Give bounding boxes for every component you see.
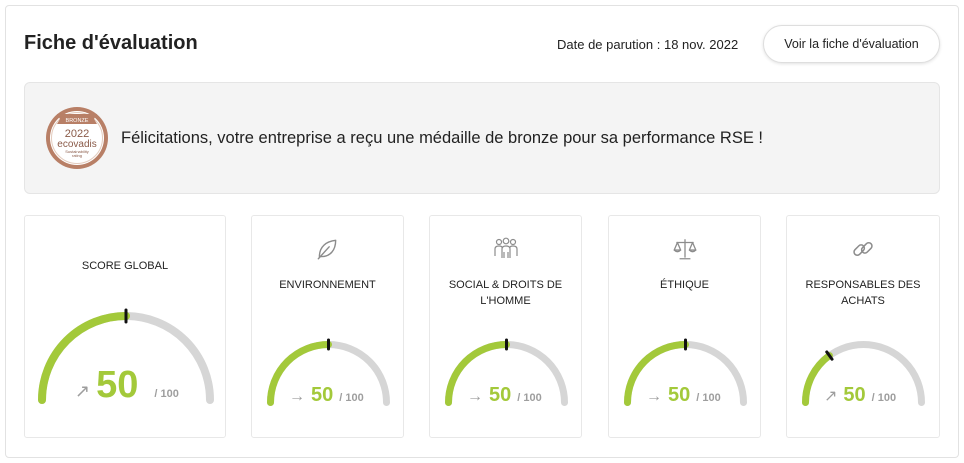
score-row: ↗ 50 / 100 [824,384,896,407]
people-icon [494,237,518,258]
score-card-label-line-1: RESPONSABLES DES [805,279,921,291]
score-gauge [624,338,747,406]
score-max: / 100 [871,392,897,404]
trend-arrow-icon: → [289,388,305,405]
medal-banner: BRONZE 2022 ecovadis Sustainability rati… [24,82,940,194]
medal-subtitle-1: Sustainability [65,149,89,154]
score-card-label: ENVIRONNEMENT [279,279,376,291]
banner-message: Félicitations, votre entreprise a reçu u… [121,129,763,147]
view-scorecard-button[interactable]: Voir la fiche d'évaluation [763,25,940,63]
score-value: 50 [489,384,512,406]
score-gauge [445,338,568,406]
score-value: 50 [96,364,139,406]
score-gauge [267,338,390,406]
trend-arrow-icon: ↗ [75,381,91,401]
score-card-ethics: ÉTHIQUE → 50 / 100 [608,215,761,438]
score-card-label-line-2: ACHATS [841,295,885,307]
score-card-label-line-1: SOCIAL & DROITS DE [448,279,563,291]
link-icon [853,241,873,257]
score-card-label: SCORE GLOBAL [81,260,169,272]
medal-subtitle-2: rating [72,153,82,158]
score-max: / 100 [154,388,179,400]
score-card-label: SOCIAL & DROITS DE L'HOMME [430,277,581,309]
trend-arrow-icon: → [467,388,483,405]
bronze-medal-icon: BRONZE 2022 ecovadis Sustainability rati… [46,107,108,169]
score-row: → 50 / 100 [467,384,542,407]
score-row: → 50 / 100 [646,384,721,407]
publication-date: Date de parution : 18 nov. 2022 [557,37,739,52]
score-gauge [802,341,925,406]
trend-arrow-icon: ↗ [824,388,838,405]
score-max: / 100 [339,392,364,404]
score-value: 50 [311,384,334,406]
score-card-environment: ENVIRONNEMENT → 50 / 100 [251,215,404,438]
gauge-fill [624,341,689,406]
medal-brand: ecovadis [57,139,96,150]
score-card-label: ÉTHIQUE [660,279,709,291]
score-max: / 100 [517,392,542,404]
gauge-fill [802,352,833,406]
score-card-label-line-2: L'HOMME [480,295,531,307]
medal-ribbon-text: BRONZE [66,118,89,124]
score-card-social: SOCIAL & DROITS DE L'HOMME → 50 / 100 [429,215,582,438]
gauge-fill [267,341,332,406]
score-row: → 50 / 100 [289,384,364,407]
scales-icon [673,239,697,260]
score-value: 50 [668,384,691,406]
gauge-fill [38,312,130,404]
leaf-icon [317,239,337,260]
trend-arrow-icon: → [646,388,662,405]
score-value: 50 [843,384,866,406]
score-card-label: RESPONSABLES DES ACHATS [787,277,939,309]
gauge-fill [445,341,510,406]
score-row: ↗ 50 / 100 [75,364,179,407]
score-card-global: SCORE GLOBAL ↗ 50 / 100 [24,215,226,438]
score-max: / 100 [696,392,721,404]
score-gauge [38,308,214,404]
page-title: Fiche d'évaluation [24,32,198,54]
gauge-needle [825,350,834,361]
score-card-purchasing: RESPONSABLES DES ACHATS ↗ 50 / 100 [786,215,940,438]
medal-year: 2022 [65,128,89,140]
